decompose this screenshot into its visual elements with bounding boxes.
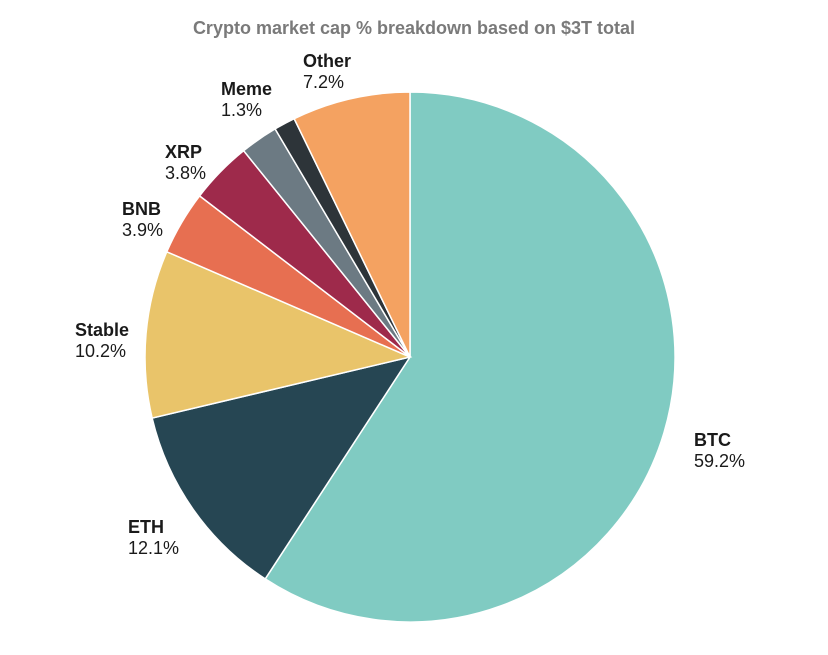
pie-slice-eth [151,355,412,580]
slice-label-meme: Meme [221,79,272,99]
pie-slice-stable [144,250,413,419]
slice-value-other: 7.2% [303,72,344,92]
slice-value-xrp: 3.8% [165,163,206,183]
slice-value-eth: 12.1% [128,538,179,558]
slice-label-other: Other [303,51,351,71]
slice-value-stable: 10.2% [75,341,126,361]
slice-label-eth: ETH [128,517,164,537]
pie-slice-btc [264,91,676,623]
slice-label-bnb: BNB [122,199,161,219]
slice-value-meme: 1.3% [221,100,262,120]
pie-slices [144,91,676,623]
slice-value-bnb: 3.9% [122,220,163,240]
chart-title: Crypto market cap % breakdown based on $… [192,18,636,38]
slice-label-xrp: XRP [165,142,202,162]
slice-value-btc: 59.2% [694,451,745,471]
slice-label-stable: Stable [75,320,129,340]
pie-slice-other [293,91,411,358]
slice-label-btc: BTC [694,430,731,450]
